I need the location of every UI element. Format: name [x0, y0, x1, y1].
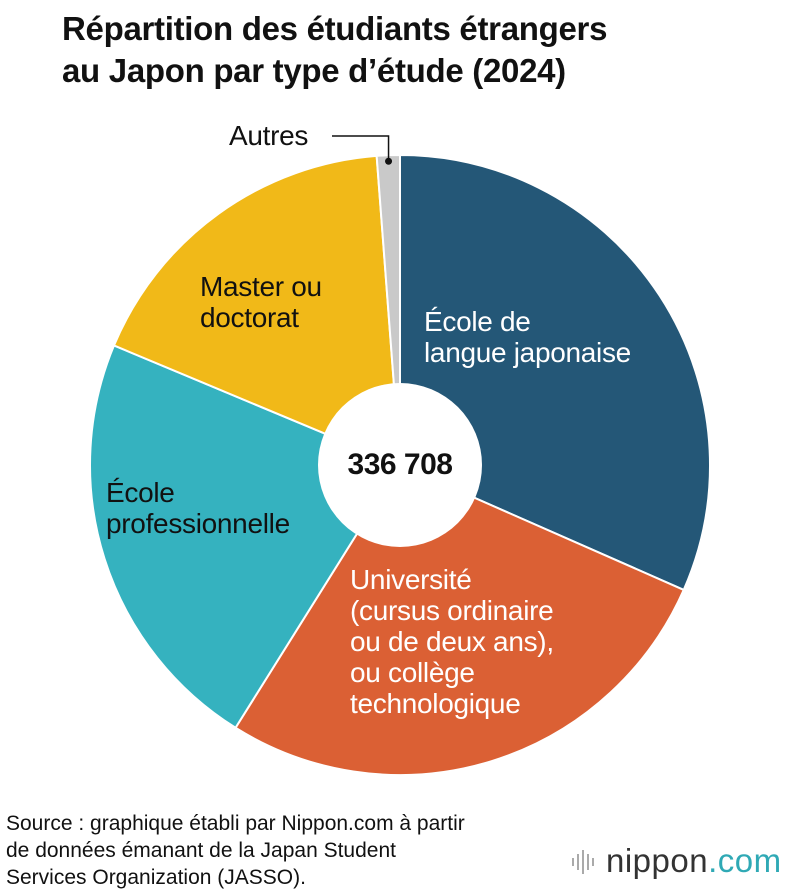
logo-name: nippon — [606, 842, 709, 879]
label-master: Master ou doctorat — [200, 271, 322, 333]
label-universite: Université (cursus ordinaire ou de deux … — [350, 564, 554, 719]
logo-suffix: .com — [708, 842, 782, 879]
waveform-icon — [572, 850, 594, 874]
source-note: Source : graphique établi par Nippon.com… — [6, 812, 465, 889]
donut-hole — [318, 383, 482, 547]
total-label: 336 708 — [347, 448, 453, 481]
chart-title: Répartition des étudiants étrangers au J… — [62, 10, 608, 89]
label-ecole-langue: École de langue japonaise — [424, 306, 631, 368]
label-autres: Autres — [229, 120, 309, 151]
pie-slice-1 — [234, 463, 686, 776]
pie-slice-3 — [112, 154, 402, 467]
autres-leader-dot — [385, 157, 393, 165]
nippon-logo: nippon.com — [570, 842, 782, 880]
autres-leader-line — [332, 135, 390, 162]
label-ecole-professionnelle: École professionnelle — [106, 477, 290, 539]
